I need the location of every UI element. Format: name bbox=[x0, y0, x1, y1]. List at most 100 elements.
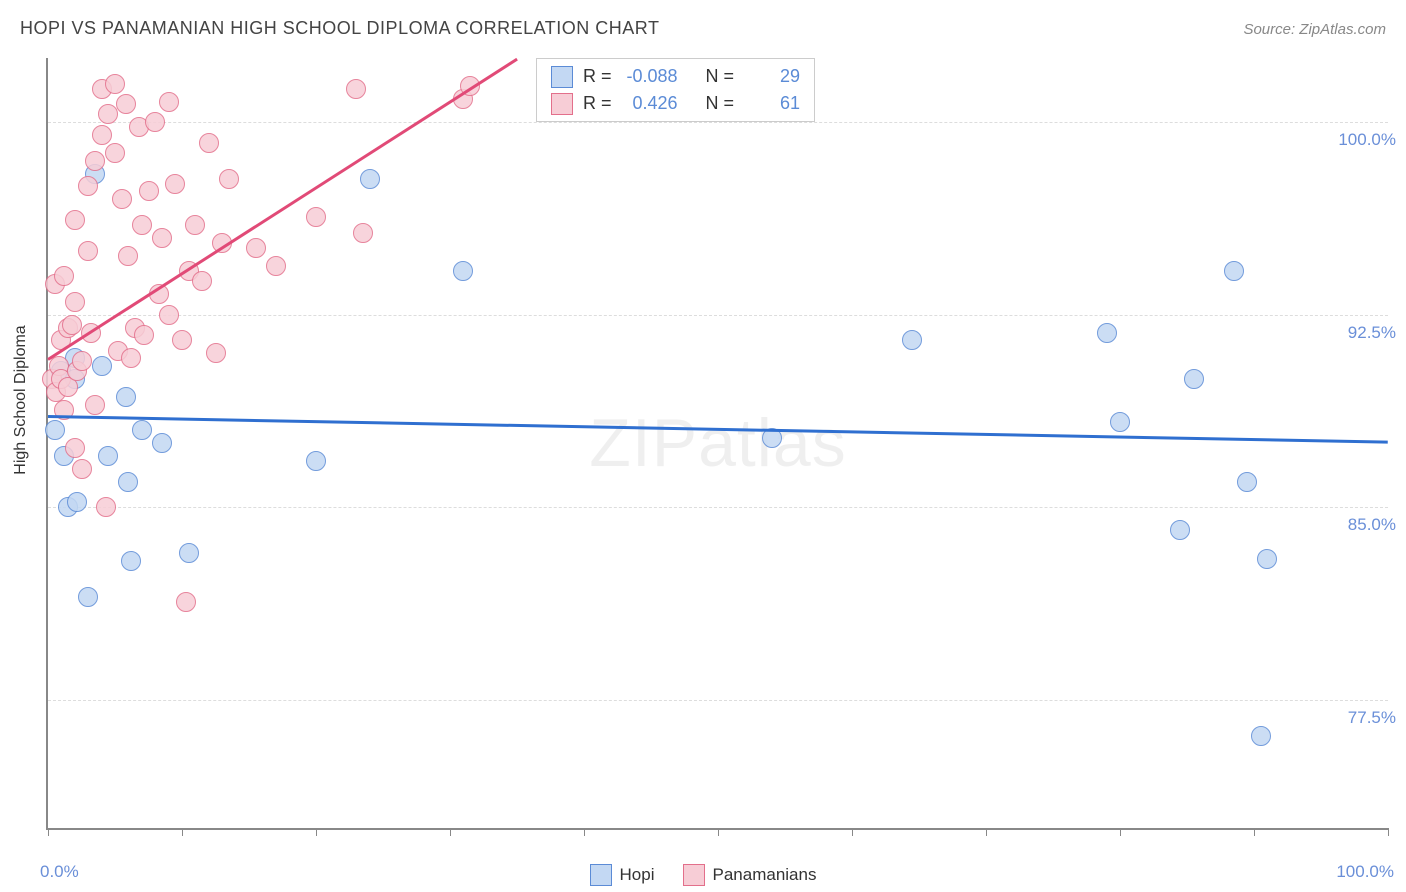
y-tick-label: 85.0% bbox=[1348, 515, 1396, 535]
data-point bbox=[116, 94, 136, 114]
data-point bbox=[185, 215, 205, 235]
data-point bbox=[92, 125, 112, 145]
legend-label-hopi: Hopi bbox=[620, 865, 655, 885]
data-point bbox=[179, 543, 199, 563]
gridline bbox=[48, 507, 1388, 508]
x-tick bbox=[1254, 828, 1255, 836]
x-tick bbox=[986, 828, 987, 836]
stats-row-hopi: R = -0.088 N = 29 bbox=[551, 63, 800, 90]
data-point bbox=[353, 223, 373, 243]
x-tick bbox=[718, 828, 719, 836]
x-tick bbox=[316, 828, 317, 836]
swatch-panamanians bbox=[551, 93, 573, 115]
data-point bbox=[1257, 549, 1277, 569]
data-point bbox=[1170, 520, 1190, 540]
data-point bbox=[132, 420, 152, 440]
data-point bbox=[453, 261, 473, 281]
data-point bbox=[45, 420, 65, 440]
data-point bbox=[1097, 323, 1117, 343]
r-label: R = bbox=[583, 63, 612, 90]
data-point bbox=[105, 74, 125, 94]
data-point bbox=[152, 228, 172, 248]
r-label: R = bbox=[583, 90, 612, 117]
watermark: ZIPatlas bbox=[589, 404, 846, 482]
legend-item-panamanians: Panamanians bbox=[683, 864, 817, 886]
data-point bbox=[172, 330, 192, 350]
data-point bbox=[159, 305, 179, 325]
data-point bbox=[54, 266, 74, 286]
gridline bbox=[48, 700, 1388, 701]
data-point bbox=[306, 451, 326, 471]
data-point bbox=[78, 176, 98, 196]
n-label: N = bbox=[706, 63, 735, 90]
r-value-hopi: -0.088 bbox=[622, 63, 678, 90]
x-tick bbox=[852, 828, 853, 836]
legend-swatch-panamanians bbox=[683, 864, 705, 886]
data-point bbox=[72, 351, 92, 371]
data-point bbox=[78, 241, 98, 261]
data-point bbox=[62, 315, 82, 335]
data-point bbox=[92, 356, 112, 376]
y-tick-label: 92.5% bbox=[1348, 323, 1396, 343]
n-value-hopi: 29 bbox=[744, 63, 800, 90]
x-tick bbox=[584, 828, 585, 836]
data-point bbox=[116, 387, 136, 407]
data-point bbox=[266, 256, 286, 276]
data-point bbox=[98, 446, 118, 466]
source-attribution: Source: ZipAtlas.com bbox=[1243, 21, 1386, 38]
data-point bbox=[219, 169, 239, 189]
data-point bbox=[121, 551, 141, 571]
data-point bbox=[85, 395, 105, 415]
data-point bbox=[902, 330, 922, 350]
y-tick-label: 100.0% bbox=[1338, 130, 1396, 150]
data-point bbox=[1110, 412, 1130, 432]
data-point bbox=[1237, 472, 1257, 492]
legend-label-panamanians: Panamanians bbox=[713, 865, 817, 885]
data-point bbox=[118, 246, 138, 266]
data-point bbox=[65, 292, 85, 312]
data-point bbox=[1224, 261, 1244, 281]
gridline bbox=[48, 122, 1388, 123]
data-point bbox=[176, 592, 196, 612]
data-point bbox=[152, 433, 172, 453]
chart-title: HOPI VS PANAMANIAN HIGH SCHOOL DIPLOMA C… bbox=[20, 18, 659, 39]
x-tick bbox=[182, 828, 183, 836]
data-point bbox=[1251, 726, 1271, 746]
data-point bbox=[346, 79, 366, 99]
chart-container: HOPI VS PANAMANIAN HIGH SCHOOL DIPLOMA C… bbox=[0, 0, 1406, 892]
x-tick bbox=[450, 828, 451, 836]
legend-item-hopi: Hopi bbox=[590, 864, 655, 886]
watermark-bold: ZIP bbox=[589, 405, 698, 481]
data-point bbox=[118, 472, 138, 492]
data-point bbox=[65, 438, 85, 458]
data-point bbox=[246, 238, 266, 258]
stats-row-panamanians: R = 0.426 N = 61 bbox=[551, 90, 800, 117]
r-value-panamanians: 0.426 bbox=[622, 90, 678, 117]
data-point bbox=[192, 271, 212, 291]
data-point bbox=[139, 181, 159, 201]
data-point bbox=[145, 112, 165, 132]
data-point bbox=[112, 189, 132, 209]
data-point bbox=[67, 492, 87, 512]
data-point bbox=[85, 151, 105, 171]
data-point bbox=[65, 210, 85, 230]
y-tick-label: 77.5% bbox=[1348, 708, 1396, 728]
data-point bbox=[159, 92, 179, 112]
data-point bbox=[105, 143, 125, 163]
data-point bbox=[132, 215, 152, 235]
plot-area: ZIPatlas bbox=[46, 58, 1388, 830]
x-tick bbox=[48, 828, 49, 836]
data-point bbox=[306, 207, 326, 227]
x-tick bbox=[1388, 828, 1389, 836]
data-point bbox=[360, 169, 380, 189]
swatch-hopi bbox=[551, 66, 573, 88]
data-point bbox=[165, 174, 185, 194]
trend-line bbox=[48, 415, 1388, 444]
stats-legend: R = -0.088 N = 29 R = 0.426 N = 61 bbox=[536, 58, 815, 122]
n-label: N = bbox=[706, 90, 735, 117]
data-point bbox=[199, 133, 219, 153]
y-axis-label: High School Diploma bbox=[12, 325, 30, 474]
series-legend: Hopi Panamanians bbox=[0, 864, 1406, 886]
legend-swatch-hopi bbox=[590, 864, 612, 886]
gridline bbox=[48, 315, 1388, 316]
